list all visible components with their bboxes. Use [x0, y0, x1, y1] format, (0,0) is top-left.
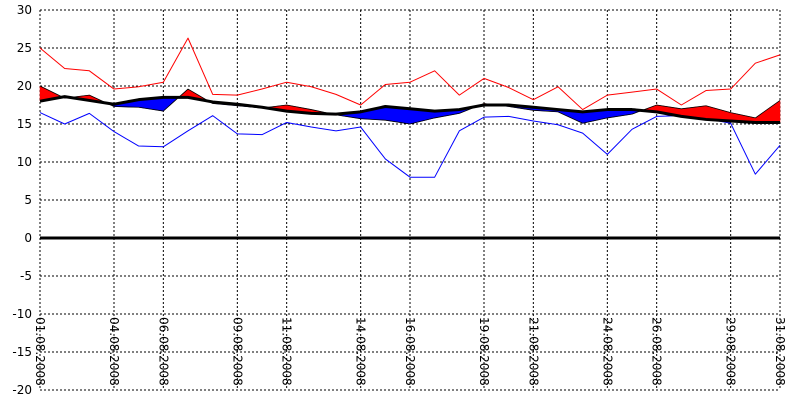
y-tick-label: 20 [17, 79, 32, 93]
series-lines [39, 37, 781, 240]
x-tick-label: 31.08.2008 [773, 317, 787, 386]
x-tick-label: 04.08.2008 [107, 317, 121, 386]
x-tick-label: 24.08.2008 [600, 317, 614, 386]
x-tick-label: 01.08.2008 [33, 317, 47, 386]
x-tick-label: 29.08.2008 [724, 317, 738, 386]
y-tick-label: 30 [17, 3, 32, 17]
x-tick-label: 26.08.2008 [650, 317, 664, 386]
y-tick-label: 25 [17, 41, 32, 55]
y-tick-label: 0 [24, 231, 32, 245]
y-tick-label: -15 [12, 345, 32, 359]
y-tick-label: 15 [17, 117, 32, 131]
y-tick-label: 5 [24, 193, 32, 207]
x-tick-label: 14.08.2008 [354, 317, 368, 386]
x-tick-label: 11.08.2008 [280, 317, 294, 386]
y-axis-ticks: 30 25 20 15 10 5 0 -5 -10 -15 -20 [12, 3, 32, 397]
x-tick-label: 09.08.2008 [230, 317, 244, 386]
x-tick-label: 16.08.2008 [403, 317, 417, 386]
y-tick-label: -20 [12, 383, 32, 397]
y-tick-label: -5 [20, 269, 32, 283]
x-tick-label: 21.08.2008 [526, 317, 540, 386]
x-tick-label: 06.08.2008 [156, 317, 170, 386]
warm-anomaly-area [755, 99, 781, 123]
x-tick-label: 19.08.2008 [477, 317, 491, 386]
y-tick-label: -10 [12, 307, 32, 321]
y-tick-label: 10 [17, 155, 32, 169]
x-axis-ticks: 01.08.2008 04.08.2008 06.08.2008 09.08.2008… [33, 317, 787, 386]
